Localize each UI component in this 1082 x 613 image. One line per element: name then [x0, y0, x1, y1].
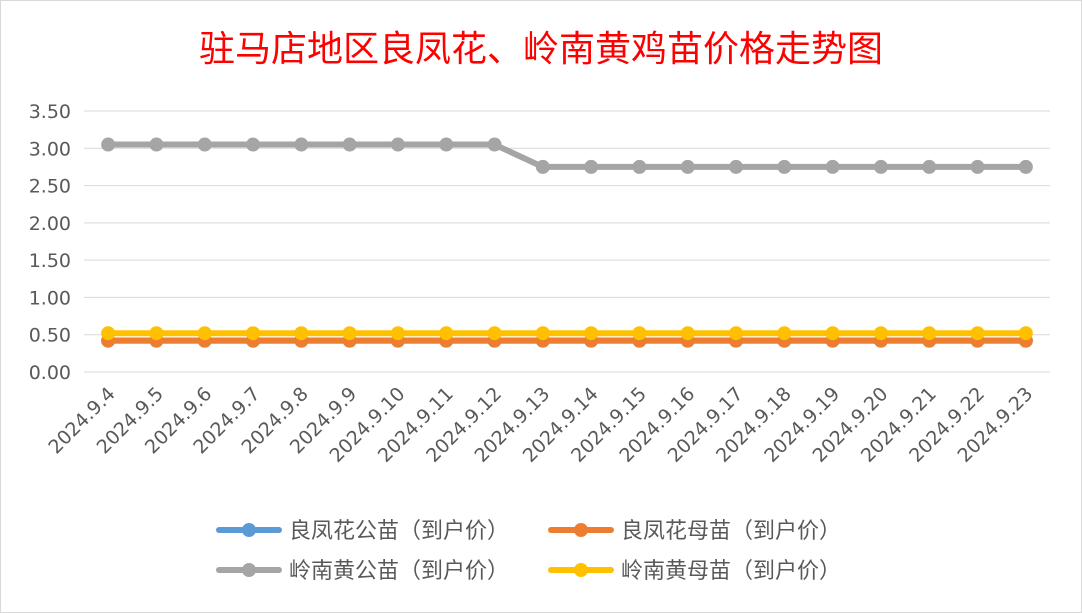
data-point	[680, 326, 695, 341]
data-point	[535, 326, 550, 341]
data-point	[246, 326, 261, 341]
data-point	[632, 159, 647, 174]
data-point	[294, 326, 309, 341]
data-point	[825, 159, 840, 174]
y-tick-label: 1.50	[29, 250, 71, 272]
data-point	[970, 326, 985, 341]
data-point	[873, 159, 888, 174]
y-tick-label: 3.00	[29, 138, 71, 160]
series-lines	[101, 137, 1033, 348]
x-axis-tick-labels: 2024.9.42024.9.52024.9.62024.9.72024.9.8…	[44, 383, 1037, 467]
legend-marker	[242, 563, 256, 577]
legend-marker	[242, 523, 256, 537]
data-point	[487, 326, 502, 341]
data-point	[970, 159, 985, 174]
legend-item: 岭南黄母苗（到户价）	[548, 559, 841, 584]
data-point	[777, 326, 792, 341]
data-point	[584, 326, 599, 341]
data-point	[825, 326, 840, 341]
series-4	[101, 326, 1033, 341]
data-point	[101, 137, 116, 152]
data-point	[149, 326, 164, 341]
data-point	[197, 326, 212, 341]
data-point	[342, 137, 357, 152]
y-tick-label: 2.50	[29, 176, 71, 198]
y-tick-label: 3.50	[29, 101, 71, 123]
data-point	[439, 326, 454, 341]
data-point	[777, 159, 792, 174]
data-point	[1018, 326, 1033, 341]
y-axis-tick-labels: 0.00 0.50 1.00 1.50 2.00 2.50 3.00 3.50	[29, 101, 71, 384]
legend-label: 岭南黄母苗（到户价）	[621, 559, 841, 584]
chart-title: 驻马店地区良凤花、岭南黄鸡苗价格走势图	[199, 29, 883, 70]
legend-label: 良凤花母苗（到户价）	[621, 519, 841, 544]
data-point	[680, 159, 695, 174]
data-point	[101, 326, 116, 341]
legend-label: 良凤花公苗（到户价）	[289, 519, 509, 544]
data-point	[729, 159, 744, 174]
legend-marker	[574, 523, 588, 537]
data-point	[535, 159, 550, 174]
data-point	[1018, 159, 1033, 174]
data-point	[390, 326, 405, 341]
y-tick-label: 2.00	[29, 213, 71, 235]
data-point	[294, 137, 309, 152]
legend-item: 良凤花母苗（到户价）	[548, 519, 841, 544]
series-3	[101, 137, 1033, 174]
legend: 良凤花公苗（到户价） 良凤花母苗（到户价） 岭南黄公苗（到户价） 岭南黄母苗（到户价）	[216, 519, 841, 584]
data-point	[342, 326, 357, 341]
y-tick-label: 0.50	[29, 325, 71, 347]
data-point	[197, 137, 212, 152]
data-point	[922, 326, 937, 341]
data-point	[632, 326, 647, 341]
legend-marker	[574, 563, 588, 577]
data-point	[922, 159, 937, 174]
series-line	[105, 141, 1029, 170]
data-point	[149, 137, 164, 152]
legend-item: 岭南黄公苗（到户价）	[216, 559, 509, 584]
y-tick-label: 0.00	[29, 362, 71, 384]
data-point	[390, 137, 405, 152]
data-point	[487, 137, 502, 152]
data-point	[873, 326, 888, 341]
y-tick-label: 1.00	[29, 287, 71, 309]
legend-label: 岭南黄公苗（到户价）	[289, 559, 509, 584]
data-point	[729, 326, 744, 341]
data-point	[584, 159, 599, 174]
data-point	[439, 137, 454, 152]
legend-item: 良凤花公苗（到户价）	[216, 519, 509, 544]
data-point	[246, 137, 261, 152]
